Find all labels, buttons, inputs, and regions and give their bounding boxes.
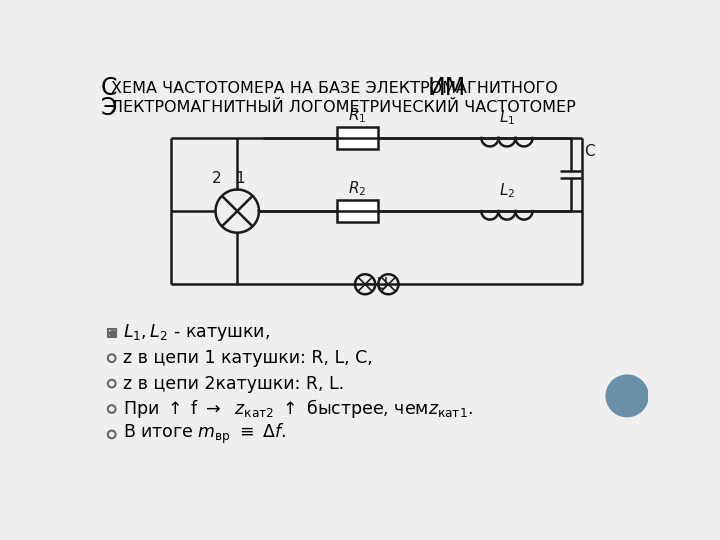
Text: С: С [101,76,117,100]
Text: z в цепи 1 катушки: R, L, C,: z в цепи 1 катушки: R, L, C, [123,349,373,367]
Text: z в цепи 2катушки: R, L.: z в цепи 2катушки: R, L. [123,375,344,393]
Text: ХЕМА ЧАСТОТОМЕРА НА БАЗЕ ЭЛЕКТРОМАГНИТНОГО: ХЕМА ЧАСТОТОМЕРА НА БАЗЕ ЭЛЕКТРОМАГНИТНО… [111,81,563,96]
Bar [337,200,377,222]
Text: $L_2$: $L_2$ [499,181,515,200]
Text: $L_1,L_2$ - катушки,: $L_1,L_2$ - катушки, [123,322,271,343]
Text: При $\uparrow$ f $\rightarrow$  $z_{\mathregular{кат2}}$ $\uparrow$ быстрее, чем: При $\uparrow$ f $\rightarrow$ $z_{\math… [123,397,473,421]
Text: ~U: ~U [365,276,389,292]
Text: $R_2$: $R_2$ [348,179,366,198]
Text: 1: 1 [235,171,246,186]
Text: Э: Э [101,96,117,119]
Bar [108,329,116,336]
Circle shape [606,375,648,417]
Text: ЛЕКТРОМАГНИТНЫЙ ЛОГОМЕТРИЧЕСКИЙ ЧАСТОТОМЕР: ЛЕКТРОМАГНИТНЫЙ ЛОГОМЕТРИЧЕСКИЙ ЧАСТОТОМ… [111,100,576,115]
Bar [337,127,377,149]
Text: $R_1$: $R_1$ [348,106,366,125]
Text: C: C [585,144,595,159]
Text: В итоге $m_{\mathregular{вр}}$ $\equiv$ $\Delta f$.: В итоге $m_{\mathregular{вр}}$ $\equiv$ … [123,422,287,447]
Text: ИМ: ИМ [427,76,465,100]
Text: 2: 2 [212,171,222,186]
Text: $L_1$: $L_1$ [499,109,515,127]
